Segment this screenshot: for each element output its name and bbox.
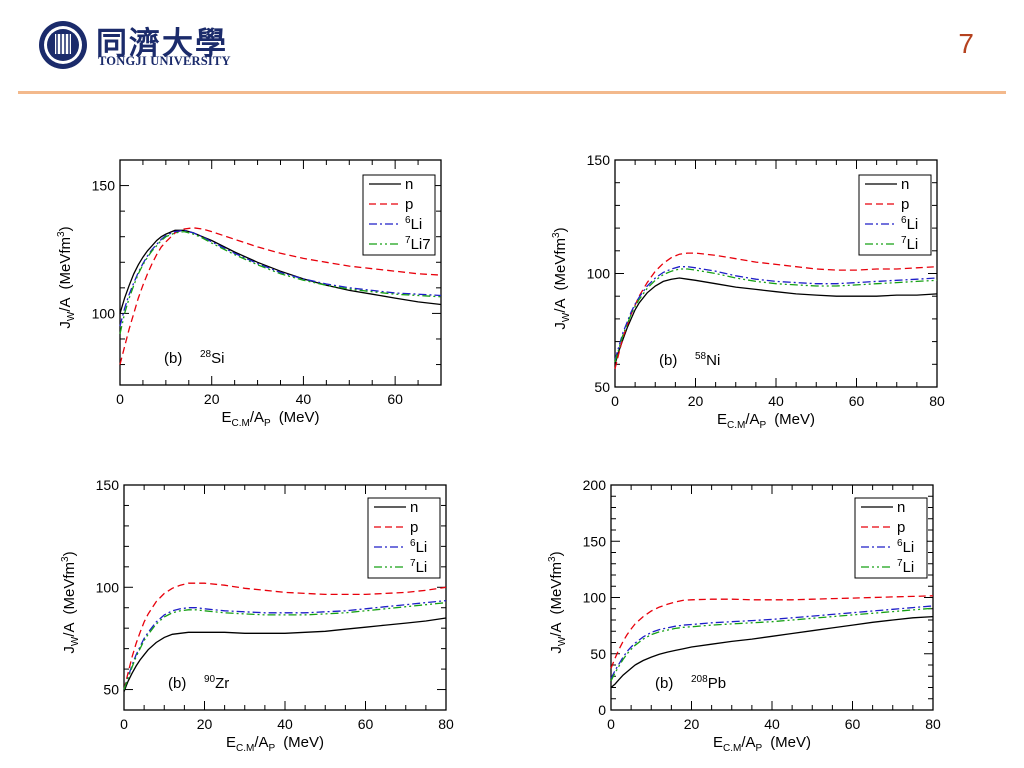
y-tick-label: 100 [92,305,116,321]
legend-box [367,497,441,579]
series-line-7li [610,607,934,682]
y-tick-label: 150 [92,178,116,194]
legend-label: 7Li [901,235,918,253]
y-tick-label: 200 [583,477,607,493]
series-line-p [123,582,447,690]
x-tick-label: 40 [296,391,312,407]
x-tick-label: 20 [197,716,213,732]
y-axis-label: JW/A(MeVfm3) [551,227,572,329]
y-tick-label: 100 [96,579,120,595]
y-tick-label: 50 [103,682,119,698]
legend-label: p [405,196,413,213]
series-line-p [610,595,934,669]
x-tick-label: 40 [764,716,780,732]
y-tick-label: 50 [590,646,606,662]
x-tick-label: 80 [929,393,945,409]
series-line-7li [123,601,447,690]
legend-label: p [901,196,909,213]
legend-label: 6Li [897,538,914,556]
series-line-n [119,229,442,314]
series-line-7li [614,268,938,363]
x-axis-label: EC.M/AP (MeV) [226,734,324,754]
chart-panel-si: 0 20 40 60 100 150 np 6Li 7Li7 (b) 28Si EC.M/AP (MeV… [56,159,442,429]
legend-box [854,497,928,579]
y-tick-label: 0 [598,702,606,718]
x-axis-label: EC.M/AP (MeV) [717,411,815,431]
x-tick-label: 60 [845,716,861,732]
x-tick-label: 40 [277,716,293,732]
series-line-6li [610,605,934,679]
nucleus-label: 28Si [200,349,224,367]
university-name-english: TONGJI UNIVERSITY [98,54,231,68]
y-tick-label: 100 [583,590,607,606]
x-tick-label: 0 [116,391,124,407]
legend-label: n [405,176,413,193]
y-tick-label: 100 [587,266,611,282]
series-line-n [610,615,934,688]
x-tick-label: 80 [925,716,941,732]
x-tick-label: 80 [438,716,454,732]
x-tick-label: 40 [768,393,784,409]
y-axis-label: JW/A(MeVfm3) [60,551,81,653]
x-tick-label: 20 [684,716,700,732]
series-line-n [614,277,938,365]
x-tick-label: 0 [611,393,619,409]
series-line-6li [614,266,938,360]
x-axis-label: EC.M/AP (MeV) [713,734,811,754]
x-tick-label: 20 [204,391,220,407]
legend-box [858,174,932,256]
series-line-n [123,617,447,692]
panel-label: (b) [164,350,182,367]
x-tick-label: 60 [358,716,374,732]
series-line-p [119,227,442,365]
y-tick-label: 150 [583,533,607,549]
x-tick-label: 0 [120,716,128,732]
legend-label: n [410,499,418,516]
y-axis-label: JW/A(MeVfm3) [547,551,568,653]
x-tick-label: 0 [607,716,615,732]
nucleus-label: 90Zr [204,674,229,692]
chart-panel-zr: 0 20 40 60 80 50 100 150 np 6Li 7Li (b) 90Zr EC.M/AP(… [60,477,454,754]
x-tick-label: 20 [688,393,704,409]
series-line-p [614,252,938,369]
university-name-chinese: 同濟大學 [96,26,228,62]
legend-label: p [410,519,418,536]
university-seal-icon [39,21,87,69]
panel-label: (b) [655,675,673,692]
legend-box [362,174,436,256]
panel-label: (b) [659,352,677,369]
y-tick-label: 150 [587,152,611,168]
y-axis-label: JW/A(MeVfm3) [56,226,77,328]
slide-header: 同濟大學 TONGJI UNIVERSITY 7 [0,0,1024,95]
panel-label: (b) [168,675,186,692]
series-line-6li [123,599,447,690]
legend-label: p [897,519,905,536]
y-tick-label: 50 [594,379,610,395]
legend-label: 7Li7 [405,235,431,253]
legend-label: 6Li [405,215,422,233]
chart-panel-ni: 0 20 40 60 80 50 100 150 np 6Li 7Li (b) 58Ni EC.M/AP(… [551,152,945,431]
series-line-6li [119,229,442,327]
header-divider [18,91,1006,94]
x-axis-label: EC.M/AP (MeV) [221,409,319,429]
legend-label: n [897,499,905,516]
legend-label: n [901,176,909,193]
page-number: 7 [958,28,974,59]
nucleus-label: 58Ni [695,351,720,369]
legend-label: 6Li [901,215,918,233]
legend-label: 7Li [897,558,914,576]
chart-panel-pb: 0 20 40 60 80 0 50 100 150 200 np 6Li 7Li (b) 208Pb EC.… [547,477,941,754]
legend-label: 6Li [410,538,427,556]
x-tick-label: 60 [849,393,865,409]
x-tick-label: 60 [387,391,403,407]
legend-label: 7Li [410,558,427,576]
series-line-7li7 [119,230,442,335]
nucleus-label: 208Pb [691,674,726,692]
y-tick-label: 150 [96,477,120,493]
